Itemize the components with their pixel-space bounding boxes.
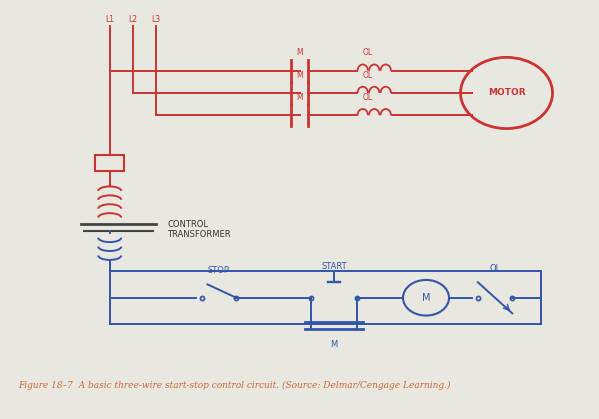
Text: L1: L1 — [105, 15, 114, 24]
Text: M: M — [296, 71, 303, 80]
Text: L2: L2 — [128, 15, 137, 24]
Text: MOTOR: MOTOR — [488, 88, 525, 98]
Text: CONTROL
TRANSFORMER: CONTROL TRANSFORMER — [167, 220, 231, 239]
Bar — [95, 155, 124, 171]
Text: Figure 18–7  A basic three-wire start-stop control circuit. (Source: Delmar/Ceng: Figure 18–7 A basic three-wire start-sto… — [18, 381, 450, 391]
Text: M: M — [296, 93, 303, 102]
Text: START: START — [321, 262, 347, 271]
Text: M: M — [331, 340, 338, 349]
Text: OL: OL — [363, 93, 373, 102]
Text: M: M — [296, 48, 303, 57]
Text: STOP: STOP — [208, 266, 230, 276]
Text: OL: OL — [363, 48, 373, 57]
Text: M: M — [422, 293, 430, 303]
Text: OL: OL — [363, 71, 373, 80]
Text: OL: OL — [489, 264, 501, 273]
Text: L3: L3 — [151, 15, 161, 24]
